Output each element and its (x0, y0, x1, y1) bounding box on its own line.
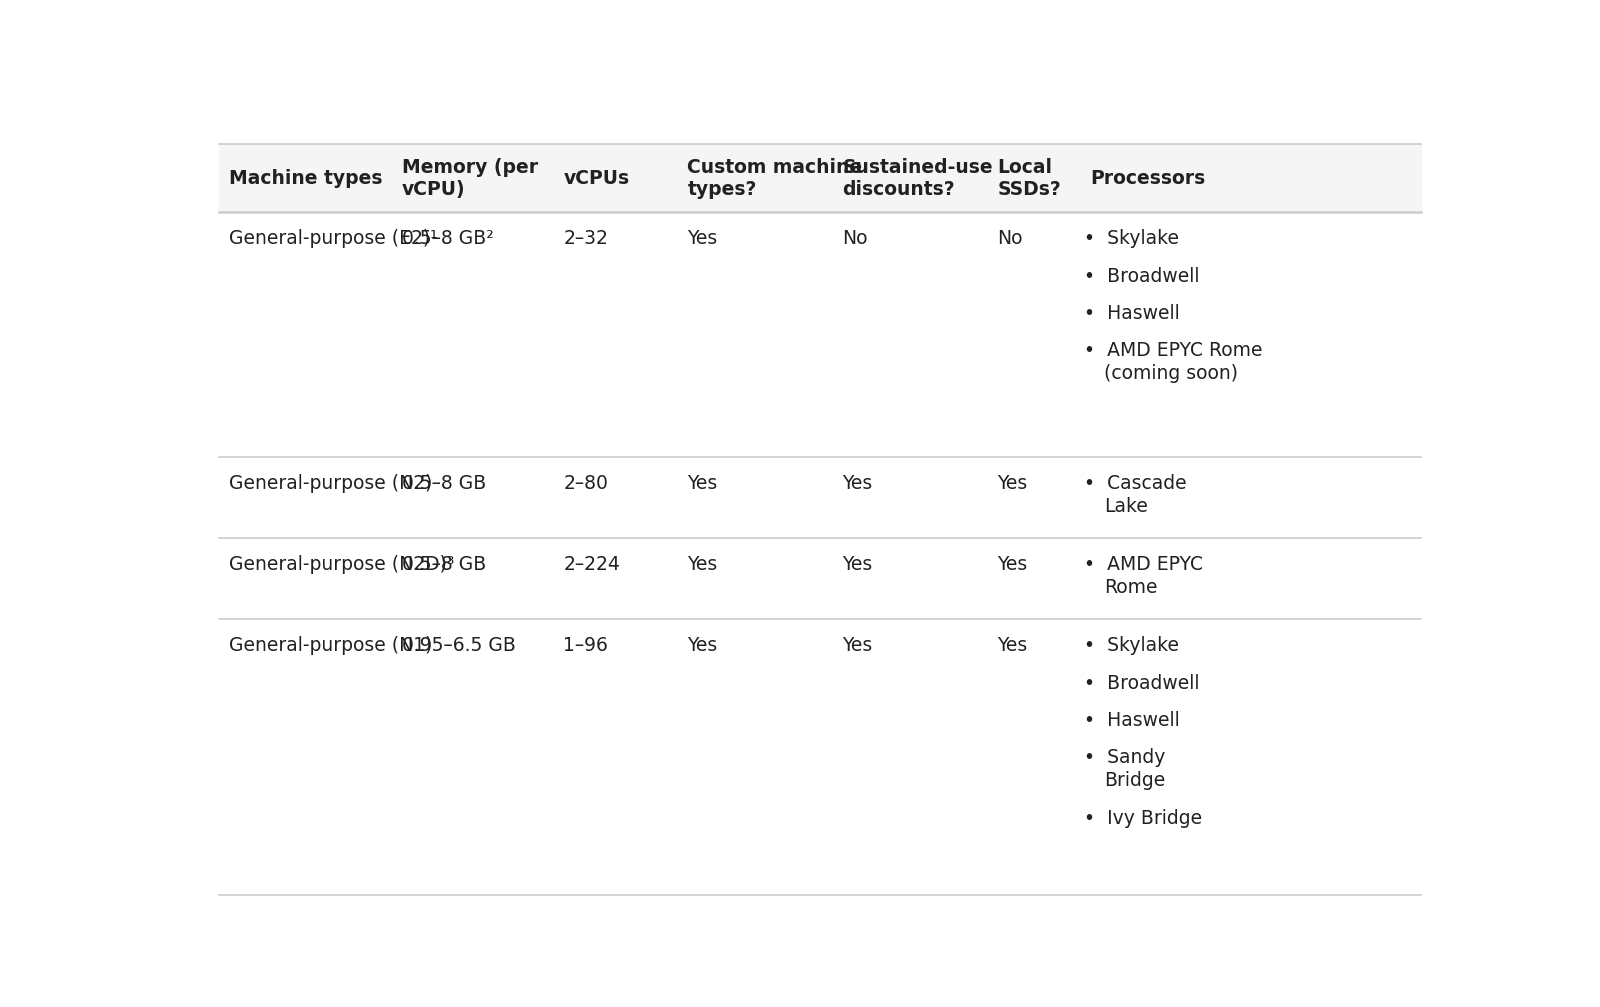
Text: •  Sandy: • Sandy (1085, 748, 1165, 767)
Text: •  Skylake: • Skylake (1085, 636, 1179, 656)
Text: Custom machine
types?: Custom machine types? (688, 158, 862, 198)
Text: 0.5–8 GB: 0.5–8 GB (402, 473, 486, 492)
Text: •  Skylake: • Skylake (1085, 230, 1179, 249)
Text: Bridge: Bridge (1104, 771, 1165, 790)
Text: Yes: Yes (688, 636, 717, 656)
Text: Yes: Yes (842, 473, 872, 492)
Bar (219, 144, 1421, 212)
Text: General-purpose (N2): General-purpose (N2) (229, 473, 432, 492)
Text: (coming soon): (coming soon) (1104, 365, 1238, 384)
Text: vCPUs: vCPUs (563, 169, 629, 187)
Text: No: No (842, 230, 867, 249)
Text: Yes: Yes (997, 636, 1027, 656)
Text: 0.5–8 GB: 0.5–8 GB (402, 555, 486, 574)
Text: 1–96: 1–96 (563, 636, 608, 656)
Text: •  Broadwell: • Broadwell (1085, 267, 1200, 286)
Text: Processors: Processors (1090, 169, 1205, 187)
Text: 0.95–6.5 GB: 0.95–6.5 GB (402, 636, 515, 656)
Text: Yes: Yes (842, 555, 872, 574)
Text: Memory (per
vCPU): Memory (per vCPU) (402, 158, 538, 198)
Text: No: No (997, 230, 1022, 249)
Text: Yes: Yes (688, 473, 717, 492)
Text: General-purpose (N1): General-purpose (N1) (229, 636, 432, 656)
Text: •  AMD EPYC: • AMD EPYC (1085, 555, 1203, 574)
Text: Yes: Yes (997, 473, 1027, 492)
Text: Local
SSDs?: Local SSDs? (997, 158, 1061, 198)
Text: Rome: Rome (1104, 578, 1157, 597)
Text: •  AMD EPYC Rome: • AMD EPYC Rome (1085, 341, 1262, 361)
Text: •  Cascade: • Cascade (1085, 473, 1187, 492)
Text: Sustained-use
discounts?: Sustained-use discounts? (842, 158, 994, 198)
Text: Yes: Yes (688, 230, 717, 249)
Text: 2–80: 2–80 (563, 473, 608, 492)
Text: Machine types: Machine types (229, 169, 382, 187)
Text: 0.5–8 GB²: 0.5–8 GB² (402, 230, 494, 249)
Text: General-purpose (N2D)³: General-purpose (N2D)³ (229, 555, 454, 574)
Text: •  Haswell: • Haswell (1085, 304, 1179, 323)
Text: Yes: Yes (688, 555, 717, 574)
Text: •  Haswell: • Haswell (1085, 711, 1179, 730)
Text: •  Ivy Bridge: • Ivy Bridge (1085, 809, 1202, 828)
Text: •  Broadwell: • Broadwell (1085, 674, 1200, 693)
Text: Yes: Yes (997, 555, 1027, 574)
Text: 2–32: 2–32 (563, 230, 608, 249)
Text: Lake: Lake (1104, 496, 1147, 516)
Text: 2–224: 2–224 (563, 555, 621, 574)
Text: General-purpose (E2)¹: General-purpose (E2)¹ (229, 230, 437, 249)
Text: Yes: Yes (842, 636, 872, 656)
